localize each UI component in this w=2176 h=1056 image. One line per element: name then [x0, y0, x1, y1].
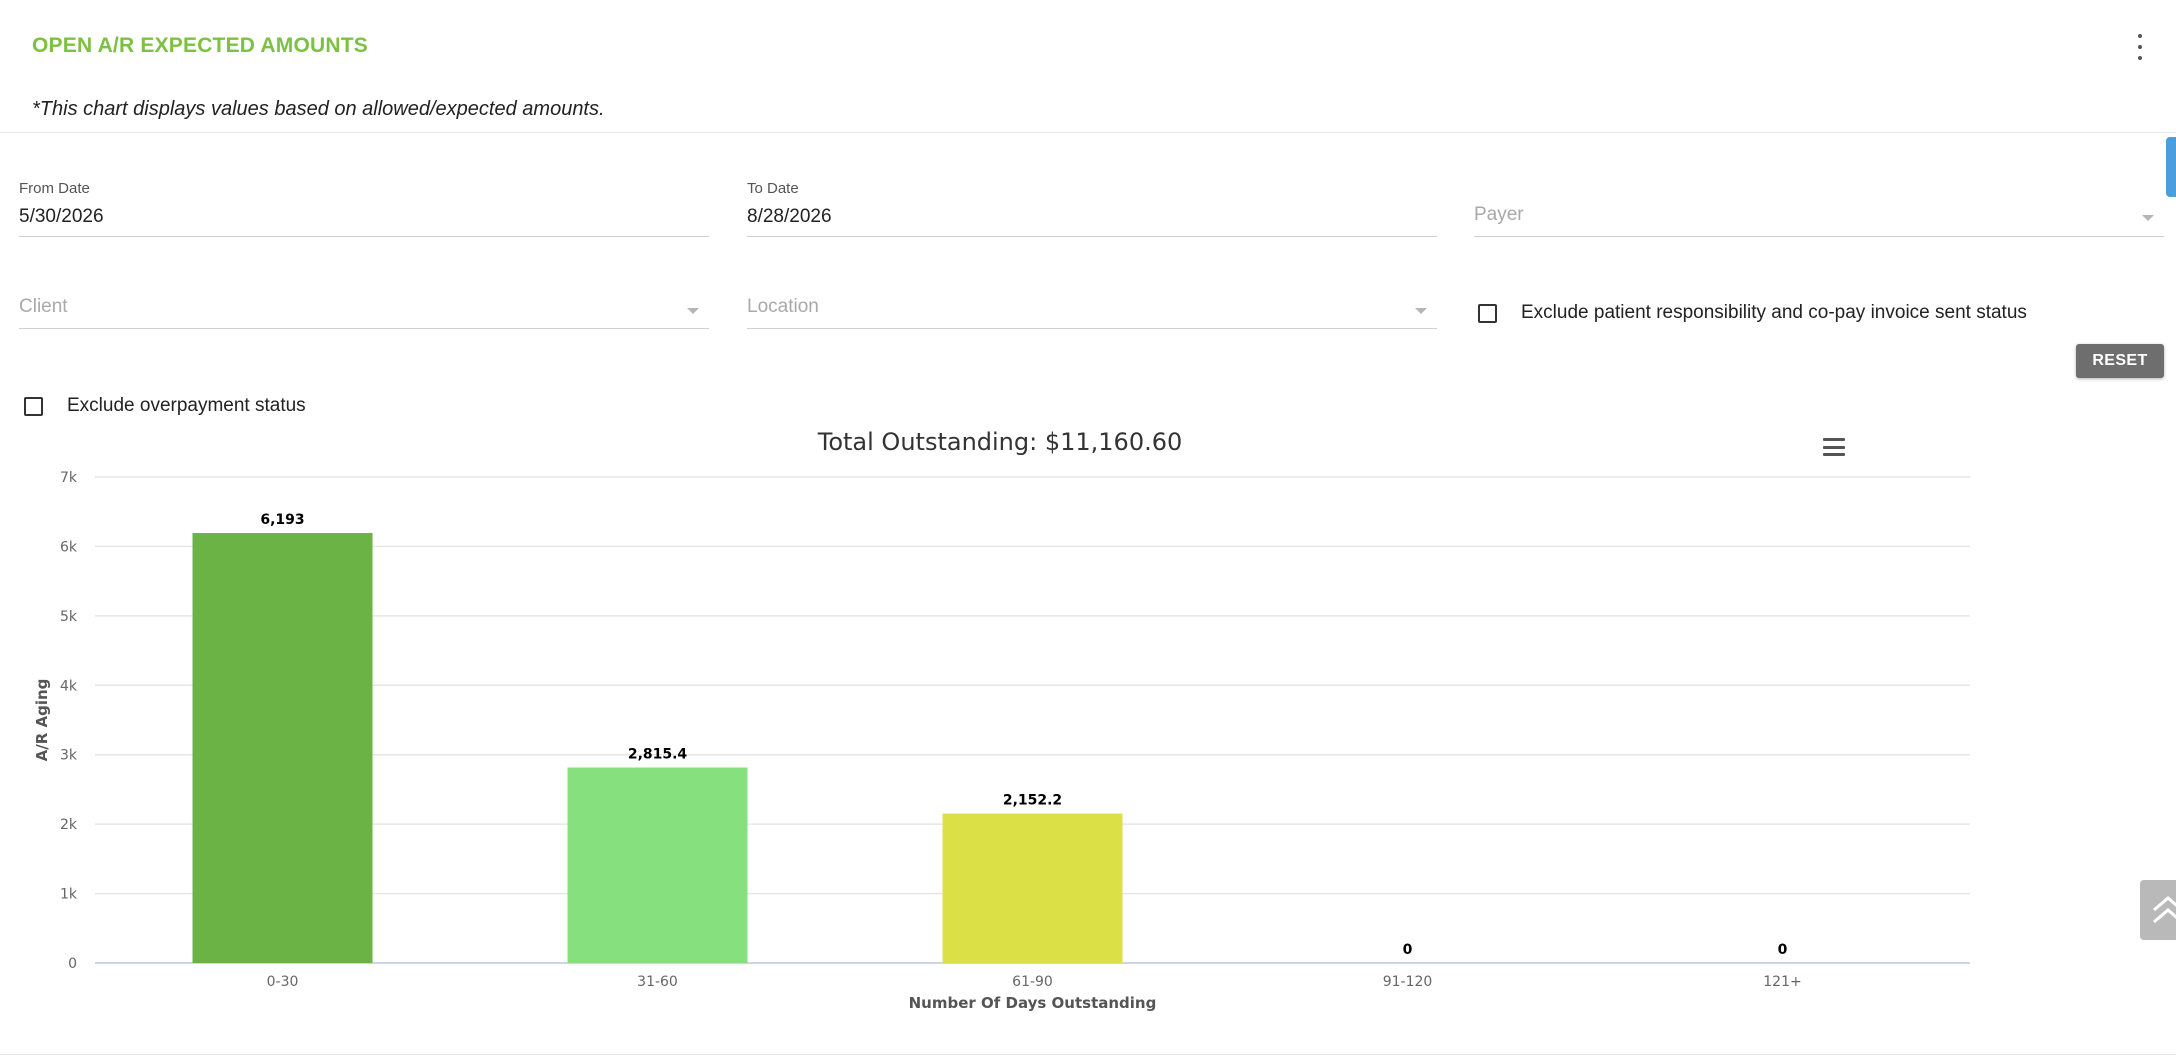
kebab-menu-icon[interactable] [2130, 34, 2150, 60]
x-axis-title: Number Of Days Outstanding [909, 994, 1157, 1012]
chevron-down-icon [1415, 308, 1427, 314]
from-date-field[interactable]: From Date 5/30/2026 [19, 180, 709, 237]
location-select[interactable]: Location [747, 272, 1437, 329]
double-chevron-up-icon [2153, 896, 2176, 924]
from-date-value: 5/30/2026 [19, 206, 104, 227]
back-to-top-button[interactable] [2140, 880, 2176, 940]
exclude-overpayment-checkbox[interactable] [24, 396, 43, 416]
y-tick-label: 5k [60, 609, 78, 625]
from-date-label: From Date [19, 180, 90, 197]
scrollbar-thumb[interactable] [2166, 137, 2176, 197]
y-tick-label: 3k [60, 748, 78, 764]
x-tick-label: 31-60 [637, 974, 678, 990]
y-tick-label: 4k [60, 678, 78, 694]
bar-61-90[interactable] [942, 813, 1123, 963]
to-date-field[interactable]: To Date 8/28/2026 [747, 180, 1437, 237]
x-tick-label: 0-30 [267, 974, 299, 990]
payer-select[interactable]: Payer [1474, 180, 2164, 237]
location-placeholder: Location [747, 296, 819, 317]
data-label: 2,815.4 [628, 747, 688, 763]
x-tick-label: 121+ [1763, 974, 1801, 990]
data-label: 2,152.2 [1003, 793, 1062, 809]
bar-0-30[interactable] [192, 533, 373, 963]
x-tick-label: 61-90 [1012, 974, 1053, 990]
card-bottom-divider [0, 1054, 2176, 1055]
chart-title: Total Outstanding: $11,160.60 [817, 428, 1183, 456]
bar-31-60[interactable] [567, 767, 748, 963]
exclude-overpayment-row: Exclude overpayment status [24, 395, 306, 417]
y-tick-label: 0 [68, 956, 77, 972]
y-tick-label: 7k [60, 470, 78, 486]
data-label: 0 [1403, 942, 1413, 958]
client-placeholder: Client [19, 296, 68, 317]
client-select[interactable]: Client [19, 272, 709, 329]
hamburger-menu-icon[interactable] [1823, 438, 1845, 456]
exclude-patient-responsibility-label: Exclude patient responsibility and co-pa… [1521, 302, 2027, 323]
chevron-down-icon [2142, 215, 2154, 221]
chart-note: *This chart displays values based on all… [32, 98, 605, 120]
x-tick-label: 91-120 [1383, 974, 1433, 990]
to-date-value: 8/28/2026 [747, 206, 832, 227]
y-tick-label: 6k [60, 539, 78, 555]
bar-chart: 0 1k 2k 3k 4k 5k 6k 7k 6,193 0-30 2,815.4 31-60 2,15… [33, 470, 1970, 1012]
y-tick-label: 1k [60, 887, 78, 903]
to-date-label: To Date [747, 180, 799, 197]
exclude-overpayment-label: Exclude overpayment status [67, 395, 306, 416]
exclude-patient-responsibility-checkbox[interactable] [1478, 303, 1497, 323]
y-tick-label: 2k [60, 817, 78, 833]
card-header: OPEN A/R EXPECTED AMOUNTS *This chart di… [0, 0, 2176, 133]
reset-button[interactable]: RESET [2076, 344, 2164, 378]
exclude-patient-responsibility-row: Exclude patient responsibility and co-pa… [1478, 302, 2027, 324]
y-axis-title: A/R Aging [33, 679, 51, 762]
card-title: OPEN A/R EXPECTED AMOUNTS [32, 34, 368, 57]
chevron-down-icon [687, 308, 699, 314]
data-label: 0 [1778, 942, 1788, 958]
data-label: 6,193 [260, 512, 304, 528]
payer-placeholder: Payer [1474, 204, 1524, 225]
